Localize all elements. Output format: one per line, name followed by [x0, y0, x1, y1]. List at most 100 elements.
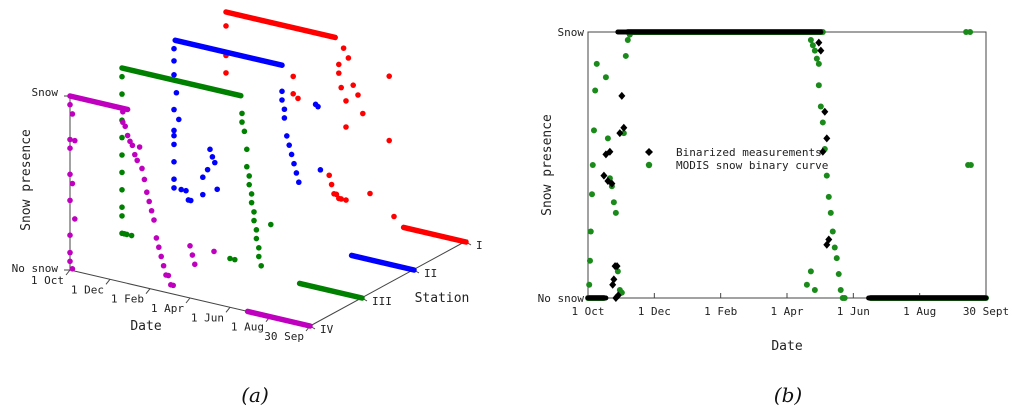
a-data-point — [338, 196, 345, 202]
a-data-point — [253, 227, 260, 233]
a-data-point — [200, 191, 206, 198]
b-circle-point — [622, 52, 629, 59]
a-series-marks — [67, 9, 469, 329]
a-data-point — [158, 253, 164, 260]
a-data-point — [212, 159, 218, 166]
b-circle-point — [823, 172, 830, 179]
a-station-tick-label: IV — [320, 323, 334, 336]
a-date-tick-label: 1 Oct — [31, 274, 64, 287]
a-data-point — [132, 151, 138, 158]
a-data-point — [255, 253, 262, 260]
a-date-axis-label: Date — [130, 319, 161, 334]
a-data-point — [119, 134, 125, 141]
a-data-point — [160, 262, 167, 269]
a-data-point — [129, 142, 136, 149]
a-data-point — [178, 186, 184, 193]
a-data-point — [207, 146, 213, 153]
a-data-point — [239, 119, 245, 125]
b-circle-point — [813, 55, 820, 62]
a-data-point — [239, 110, 245, 117]
legend-marker-modis — [645, 161, 653, 169]
a-data-point — [253, 235, 260, 242]
b-circle-point — [614, 268, 621, 275]
a-date-tick — [185, 297, 191, 304]
a-data-point — [67, 197, 73, 204]
b-circle-point — [829, 228, 836, 235]
a-data-point — [326, 172, 333, 179]
b-x-tick-label: 1 Apr — [770, 305, 803, 318]
a-data-point — [295, 95, 301, 102]
a-data-point — [281, 106, 288, 113]
b-diamond-point — [616, 129, 624, 138]
b-diamond-point — [825, 235, 833, 244]
b-diamond-point — [815, 38, 823, 47]
b-diamond-point — [819, 147, 827, 156]
a-data-point — [128, 232, 135, 239]
b-diamond-point — [610, 275, 618, 284]
a-data-point — [288, 151, 295, 158]
a-series-III — [119, 65, 365, 301]
a-series-IV — [67, 93, 313, 329]
a-series-run — [348, 252, 417, 273]
a-data-point — [200, 174, 206, 181]
a-series-run — [67, 93, 131, 113]
b-diamond-point — [823, 134, 831, 143]
a-series-run — [244, 308, 313, 329]
b-circle-point — [803, 281, 810, 288]
legend-label-binarized: Binarized measurements — [676, 146, 822, 159]
a-data-point — [386, 137, 393, 144]
a-data-point — [343, 98, 349, 104]
a-data-point — [119, 213, 125, 219]
a-data-point — [119, 187, 125, 193]
a-data-point — [122, 123, 128, 130]
a-data-point — [290, 73, 297, 80]
a-data-point — [244, 163, 250, 170]
a-data-point — [281, 115, 288, 121]
a-data-point — [176, 116, 182, 123]
a-panel-label: (a) — [241, 383, 269, 407]
a-data-point — [141, 176, 148, 183]
a-data-point — [258, 262, 265, 269]
a-data-point — [69, 180, 76, 187]
a-data-point — [153, 235, 160, 241]
b-diamond-point — [618, 91, 626, 100]
b-x-tick-label: 1 Jun — [837, 305, 870, 318]
a-data-point — [67, 258, 73, 265]
b-y-tick-label-snow: Snow — [558, 26, 585, 39]
a-series-run — [172, 37, 285, 68]
a-station-tick-label: III — [372, 295, 392, 308]
b-circle-point — [586, 281, 593, 288]
a-data-point — [290, 91, 297, 97]
a-data-point — [124, 132, 131, 139]
a-data-point — [170, 282, 176, 289]
a-data-point — [279, 97, 285, 103]
a-data-point — [386, 73, 393, 79]
a-data-point — [340, 45, 347, 51]
a-data-point — [209, 154, 216, 160]
a-data-point — [119, 152, 125, 158]
a-station-axis-line — [309, 239, 469, 327]
b-circle-point — [837, 287, 844, 294]
b-diamond-point — [821, 107, 829, 116]
a-data-point — [246, 181, 252, 188]
a-data-point — [171, 141, 177, 148]
b-circle-point — [831, 244, 838, 251]
a-data-point — [188, 197, 194, 204]
a-series-run — [296, 280, 365, 301]
a-data-point — [355, 92, 361, 98]
a-data-point — [296, 179, 302, 186]
panel-b-scatter: Snow No snow Snow presence 1 Oct 1 Dec 1 F… — [538, 26, 1010, 407]
panel-a-3d-scatter: Snow No snow Snow presence 1 Oct 1 Dec 1 F… — [12, 9, 483, 407]
a-station-tick-label: I — [476, 239, 483, 252]
a-data-point — [246, 173, 252, 179]
a-data-point — [345, 55, 352, 61]
b-circle-point — [807, 36, 814, 43]
b-circle-point — [587, 228, 594, 235]
a-y-tick-label-snow: Snow — [32, 86, 59, 99]
a-data-point — [136, 144, 143, 150]
a-data-point — [232, 256, 238, 263]
a-data-point — [69, 111, 76, 117]
legend-label-modis: MODIS snow binary curve — [676, 159, 828, 172]
b-circle-point — [967, 162, 974, 168]
a-data-point — [119, 91, 125, 97]
